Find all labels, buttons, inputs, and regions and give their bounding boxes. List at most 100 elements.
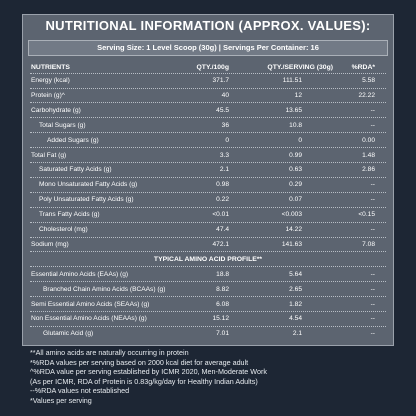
column-header: %RDA*: [351, 64, 375, 71]
row-divider: [30, 206, 386, 208]
row-divider: [30, 191, 386, 193]
value: 6.08: [216, 300, 229, 308]
nutrient: Total Sugars (g): [39, 121, 86, 129]
value: 0.63: [289, 166, 302, 174]
value: <0.003: [281, 211, 302, 219]
value: 10.8: [289, 121, 302, 129]
value: 2.65: [289, 285, 302, 293]
row-divider: [30, 176, 386, 178]
title: NUTRITIONAL INFORMATION (APPROX. VALUES)…: [45, 18, 371, 33]
value: --: [370, 270, 375, 278]
footnote: (As per ICMR, RDA of Protein is 0.83g/kg…: [30, 376, 258, 386]
nutrient: Cholesterol (mg): [39, 226, 88, 233]
row-divider: [30, 325, 386, 327]
value: 47.4: [216, 226, 229, 233]
nutrient: Essential Amino Acids (EAAs) (g): [31, 270, 129, 278]
value: 5.58: [362, 77, 375, 84]
nutrient: Protein (g)^: [31, 91, 65, 99]
value: 7.08: [362, 240, 375, 248]
nutrient: Branched Chain Amino Acids (BCAAs) (g): [43, 285, 166, 293]
value: 36: [221, 121, 229, 129]
nutrient: Sodium (mg): [31, 240, 69, 248]
value: 0: [298, 136, 302, 144]
value: --: [370, 106, 375, 114]
value: --: [370, 300, 375, 308]
footnote: *%RDA values per serving based on 2000 k…: [30, 357, 249, 367]
footnote: ^%RDA value per serving established by I…: [30, 367, 267, 377]
value: 14.22: [285, 226, 302, 233]
row-divider: [30, 102, 386, 104]
value: --: [370, 181, 375, 189]
row-divider: [30, 236, 386, 238]
value: 18.8: [216, 270, 229, 278]
nutrient: Mono Unsaturated Fatty Acids (g): [39, 181, 138, 189]
value: 1.82: [289, 300, 302, 308]
value: 7.01: [216, 330, 229, 338]
footnote: *Values per serving: [30, 396, 92, 405]
row-divider: [30, 266, 386, 268]
value: 12: [294, 91, 302, 99]
row-divider: [30, 311, 386, 312]
value: 5.64: [289, 270, 302, 278]
nutrient: Semi Essential Amino Acids (SEAAs) (g): [31, 300, 150, 308]
row-divider: [30, 87, 386, 89]
row-divider: [30, 221, 386, 223]
value: 1.48: [362, 151, 375, 159]
value: 15.12: [212, 315, 229, 323]
value: <0.01: [212, 211, 229, 219]
column-header: QTY./100g: [196, 64, 230, 71]
value: 0.99: [289, 151, 302, 159]
value: 0.00: [362, 136, 375, 144]
nutrient: Added Sugars (g): [47, 136, 99, 144]
value: 22.22: [358, 91, 375, 99]
row-divider: [30, 251, 386, 253]
nutrient: Saturated Fatty Acids (g): [39, 166, 112, 174]
row-divider: [30, 132, 386, 134]
value: 3.3: [219, 151, 229, 159]
table-panel: [22, 14, 394, 346]
value: 0.07: [289, 196, 302, 204]
value: 2.86: [362, 166, 375, 174]
serving-info: Serving Size: 1 Level Scoop (30g) | Serv…: [28, 40, 388, 56]
value: --: [370, 330, 375, 338]
value: <0.15: [358, 211, 375, 219]
nutrient: Non Essential Amino Acids (NEAAs) (g): [31, 315, 147, 323]
row-divider: [30, 162, 386, 163]
value: 8.82: [216, 285, 229, 293]
value: 0.22: [216, 196, 229, 204]
value: 45.5: [216, 106, 229, 114]
value: --: [370, 226, 375, 233]
nutrient: Energy (kcal): [31, 77, 70, 84]
value: 0.29: [289, 181, 302, 189]
row-divider: [30, 296, 386, 298]
value: 141.63: [281, 240, 302, 248]
value: 371.7: [212, 77, 229, 84]
nutrient: Trans Fatty Acids (g): [39, 211, 100, 219]
nutrient: Poly Unsaturated Fatty Acids (g): [39, 196, 134, 204]
nutrient: NUTRIENTS: [31, 64, 70, 71]
value: 2.1: [292, 330, 302, 338]
footnote: --%RDA values not established: [30, 386, 130, 396]
nutrient: Total Fat (g): [31, 151, 67, 159]
value: 2.1: [219, 166, 229, 174]
column-header: QTY./SERVING (30g): [267, 64, 333, 71]
value: --: [370, 285, 375, 293]
value: 40: [221, 91, 229, 99]
value: 0: [225, 136, 229, 144]
value: --: [370, 121, 375, 129]
row-divider: [30, 117, 386, 119]
footnote: **All amino acids are naturally occurrin…: [30, 348, 189, 357]
row-divider: [30, 147, 386, 149]
nutrient: Carbohydrate (g): [31, 106, 81, 114]
section-header: TYPICAL AMINO ACID PROFILE**: [153, 255, 263, 263]
row-divider: [30, 73, 386, 74]
nutrient: Glutamic Acid (g): [43, 330, 94, 338]
value: 111.51: [282, 77, 302, 84]
value: --: [370, 315, 375, 323]
value: 4.54: [289, 315, 302, 323]
value: 13.65: [285, 106, 302, 114]
row-divider: [30, 281, 386, 283]
value: --: [370, 196, 375, 204]
value: 472.1: [212, 240, 229, 248]
